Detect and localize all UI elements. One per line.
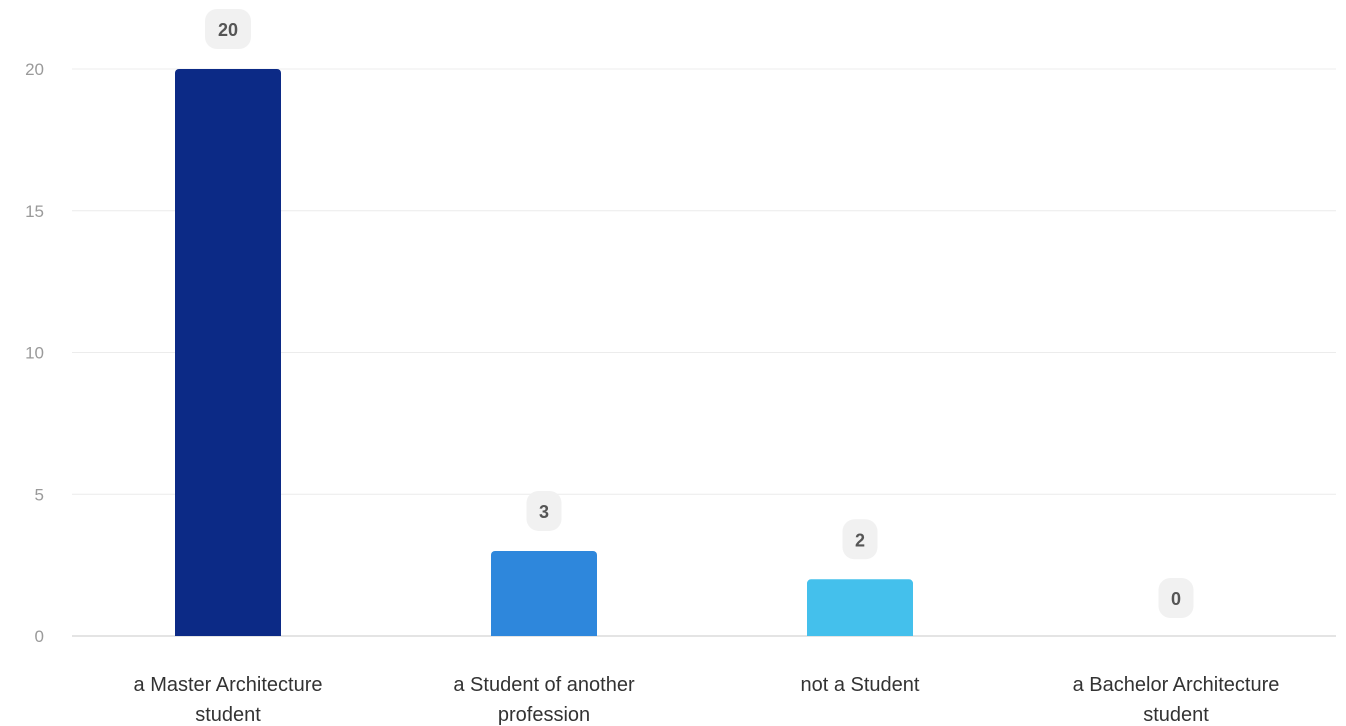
bar-base: [175, 630, 281, 636]
data-label-background: [842, 519, 878, 560]
data-label: 3: [539, 502, 549, 522]
bar[interactable]: [807, 579, 913, 636]
bar[interactable]: [491, 550, 597, 636]
x-tick-label: a Master Architecture student: [134, 674, 323, 726]
y-tick-label: 15: [25, 202, 44, 221]
data-label-background: [526, 490, 562, 531]
x-tick-label: a Bachelor Architecture student: [1073, 674, 1280, 726]
data-label-background: [1158, 578, 1194, 618]
y-tick-label: 5: [35, 485, 44, 504]
x-tick-label: a Student of another profession: [453, 674, 635, 726]
y-tick-label: 0: [35, 627, 44, 646]
data-label-background: [205, 9, 251, 49]
data-label: 2: [855, 530, 865, 550]
x-tick-label: not a Student: [801, 674, 920, 696]
bar[interactable]: [175, 69, 281, 636]
grid-lines: [72, 68, 1336, 637]
data-label: 0: [1171, 589, 1181, 609]
bar-base: [807, 630, 913, 636]
y-axis-ticks: 0 5 10 15 20: [25, 60, 44, 646]
y-tick-label: 10: [25, 344, 44, 363]
bars: [175, 69, 913, 636]
data-label: 20: [218, 20, 238, 40]
y-tick-label: 20: [25, 60, 44, 79]
bar-base: [491, 630, 597, 636]
x-axis-ticks: a Master Architecture student a Student of…: [134, 674, 1280, 726]
